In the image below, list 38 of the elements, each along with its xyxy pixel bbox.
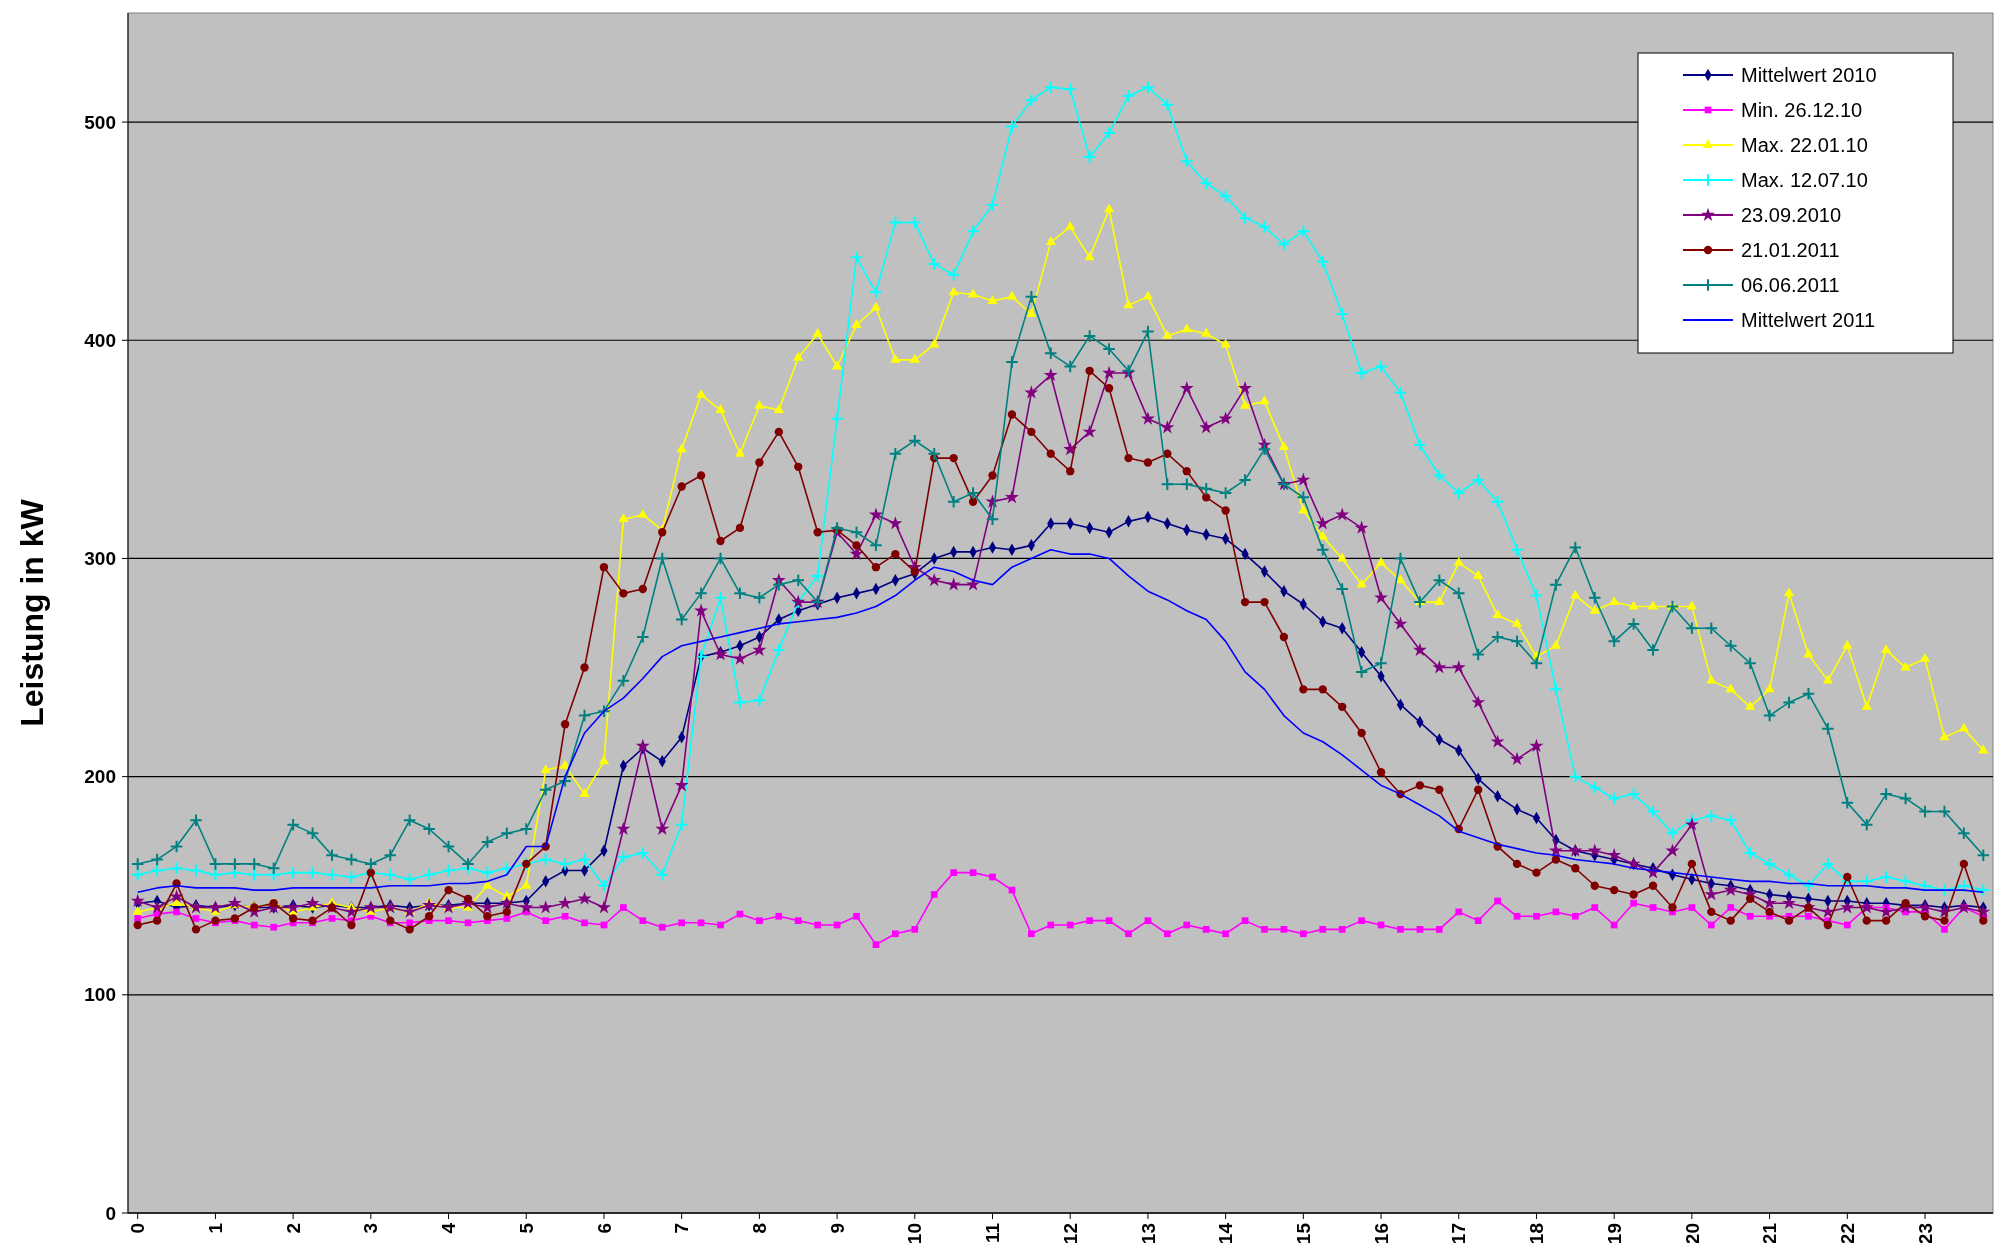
x-tick-label: 0: [127, 1223, 149, 1234]
y-tick-label: 400: [84, 329, 116, 351]
legend-label: Mittelwert 2010: [1741, 64, 1877, 86]
x-tick-label: 10: [904, 1223, 926, 1245]
x-tick-label: 16: [1370, 1223, 1392, 1245]
y-tick-label: 500: [84, 111, 116, 133]
y-axis-title: Leistung in kW: [14, 498, 50, 727]
y-tick-label: 200: [84, 766, 116, 788]
legend-label: 21.01.2011: [1741, 239, 1840, 261]
y-tick-label: 300: [84, 548, 116, 570]
x-tick-label: 21: [1759, 1222, 1781, 1245]
x-tick-label: 3: [360, 1223, 382, 1234]
legend-label: Mittelwert 2011: [1741, 309, 1876, 331]
x-tick-label: 15: [1292, 1222, 1314, 1245]
x-tick-label: 6: [593, 1223, 615, 1234]
legend-label: 23.09.2010: [1741, 204, 1842, 226]
x-tick-label: 11: [982, 1222, 1004, 1244]
x-tick-label: 23: [1914, 1223, 1936, 1245]
x-tick-label: 17: [1448, 1223, 1470, 1245]
x-tick-label: 7: [671, 1223, 693, 1234]
x-tick-label: 19: [1603, 1223, 1625, 1245]
x-tick-label: 5: [515, 1222, 537, 1234]
x-tick-label: 14: [1215, 1222, 1237, 1245]
y-tick-label: 100: [84, 984, 116, 1006]
x-tick-label: 8: [749, 1223, 771, 1234]
legend-label: Max. 22.01.10: [1741, 134, 1868, 156]
x-tick-label: 9: [826, 1223, 848, 1234]
x-tick-label: 13: [1137, 1223, 1159, 1245]
legend-label: Min. 26.12.10: [1741, 99, 1863, 121]
x-tick-label: 18: [1526, 1223, 1548, 1245]
legend-label: 06.06.2011: [1741, 274, 1840, 296]
x-tick-label: 22: [1836, 1223, 1858, 1245]
x-tick-label: 12: [1059, 1223, 1081, 1245]
legend-label: Max. 12.07.10: [1741, 169, 1868, 191]
x-tick-label: 2: [282, 1223, 304, 1234]
x-tick-label: 1: [205, 1222, 227, 1234]
x-tick-label: 20: [1681, 1223, 1703, 1245]
x-tick-label: 4: [438, 1222, 460, 1234]
